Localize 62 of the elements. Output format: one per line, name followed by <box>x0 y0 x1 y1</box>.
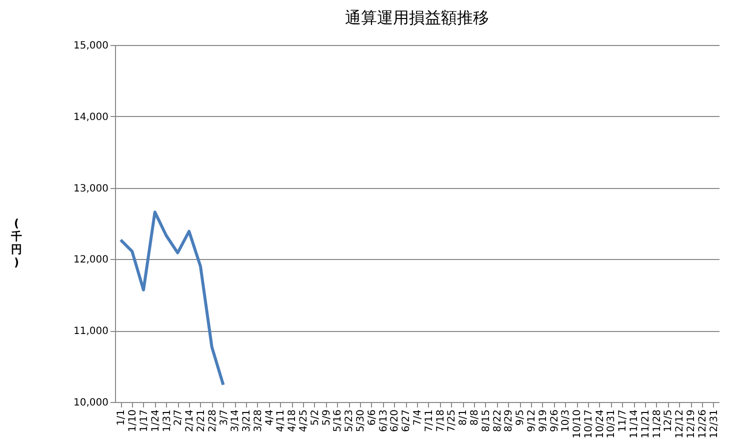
x-tick-label: 12/19 <box>686 410 698 438</box>
x-tick-label: 11/28 <box>652 410 663 438</box>
x-tick-label: 7/4 <box>412 410 424 426</box>
x-tick-label: 7/25 <box>446 410 458 432</box>
y-tick-label: 15,000 <box>74 40 108 52</box>
x-tick-label: 1/31 <box>162 410 173 432</box>
x-tick-label: 5/9 <box>321 410 332 426</box>
x-tick-label: 4/18 <box>287 410 298 432</box>
x-tick-label: 3/14 <box>230 410 242 432</box>
x-tick-label: 8/1 <box>458 410 470 426</box>
x-tick-label: 2/28 <box>207 410 218 432</box>
x-tick-label: 9/19 <box>538 410 549 432</box>
x-tick-label: 9/26 <box>549 410 560 432</box>
line-series <box>119 210 225 386</box>
x-tick-label: 1/17 <box>138 410 150 432</box>
x-tick-label: 6/13 <box>378 410 390 432</box>
x-tick-label: 10/31 <box>606 410 618 438</box>
x-tick-label: 8/15 <box>480 410 492 432</box>
x-tick-label: 7/11 <box>424 410 435 432</box>
x-tick-label: 11/7 <box>618 410 629 432</box>
x-tick-label: 5/30 <box>356 410 367 432</box>
chart-title: 通算運用損益額推移 <box>345 8 489 27</box>
y-tick-label: 14,000 <box>74 112 108 123</box>
x-tick-label: 8/29 <box>504 410 515 432</box>
x-tick-label: 3/21 <box>242 410 253 432</box>
x-tick-label: 11/21 <box>640 410 652 438</box>
x-tick-label: 6/27 <box>401 410 412 432</box>
x-tick-label: 10/10 <box>572 410 584 438</box>
x-tick-label: 8/22 <box>492 410 504 432</box>
y-tick-label: 13,000 <box>74 183 108 194</box>
x-tick-label: 5/2 <box>310 410 321 426</box>
x-tick-label: 6/20 <box>390 410 401 432</box>
x-tick-label: 1/24 <box>150 410 162 432</box>
x-tick-label: 2/14 <box>184 410 196 432</box>
y-tick-label: 12,000 <box>74 254 108 266</box>
x-tick-label: 10/3 <box>560 410 572 432</box>
x-tick-label: 3/7 <box>218 410 230 426</box>
x-tick-label: 5/23 <box>344 410 356 432</box>
x-tick-label: 3/28 <box>252 410 264 432</box>
x-tick-label: 1/10 <box>128 410 139 432</box>
y-tick-label: 10,000 <box>74 398 108 408</box>
x-tick-label: 10/17 <box>583 410 594 438</box>
x-tick-label: 9/5 <box>515 410 526 426</box>
x-tick-label: 12/31 <box>708 410 720 438</box>
x-tick-label: 2/7 <box>173 410 184 426</box>
x-tick-label: 12/26 <box>697 410 708 438</box>
x-tick-label: 9/12 <box>526 410 538 432</box>
x-tick-label: 2/21 <box>196 410 207 432</box>
x-tick-label: 1/1 <box>116 410 128 426</box>
x-tick-label: 12/12 <box>674 410 686 438</box>
x-tick-label: 6/6 <box>366 410 378 426</box>
x-tick-label: 4/11 <box>276 410 287 432</box>
x-tick-label: 8/8 <box>469 410 480 426</box>
x-tick-label: 7/18 <box>435 410 446 432</box>
x-tick-label: 4/25 <box>298 410 310 432</box>
y-axis-title: (千円) <box>10 217 22 269</box>
x-tick-label: 10/24 <box>594 410 606 438</box>
x-tick-label: 4/4 <box>264 410 276 426</box>
x-tick-label: 11/14 <box>629 410 640 438</box>
x-tick-label: 5/16 <box>332 410 344 432</box>
y-tick-label: 11,000 <box>74 326 108 338</box>
x-tick-label: 12/5 <box>663 410 674 432</box>
